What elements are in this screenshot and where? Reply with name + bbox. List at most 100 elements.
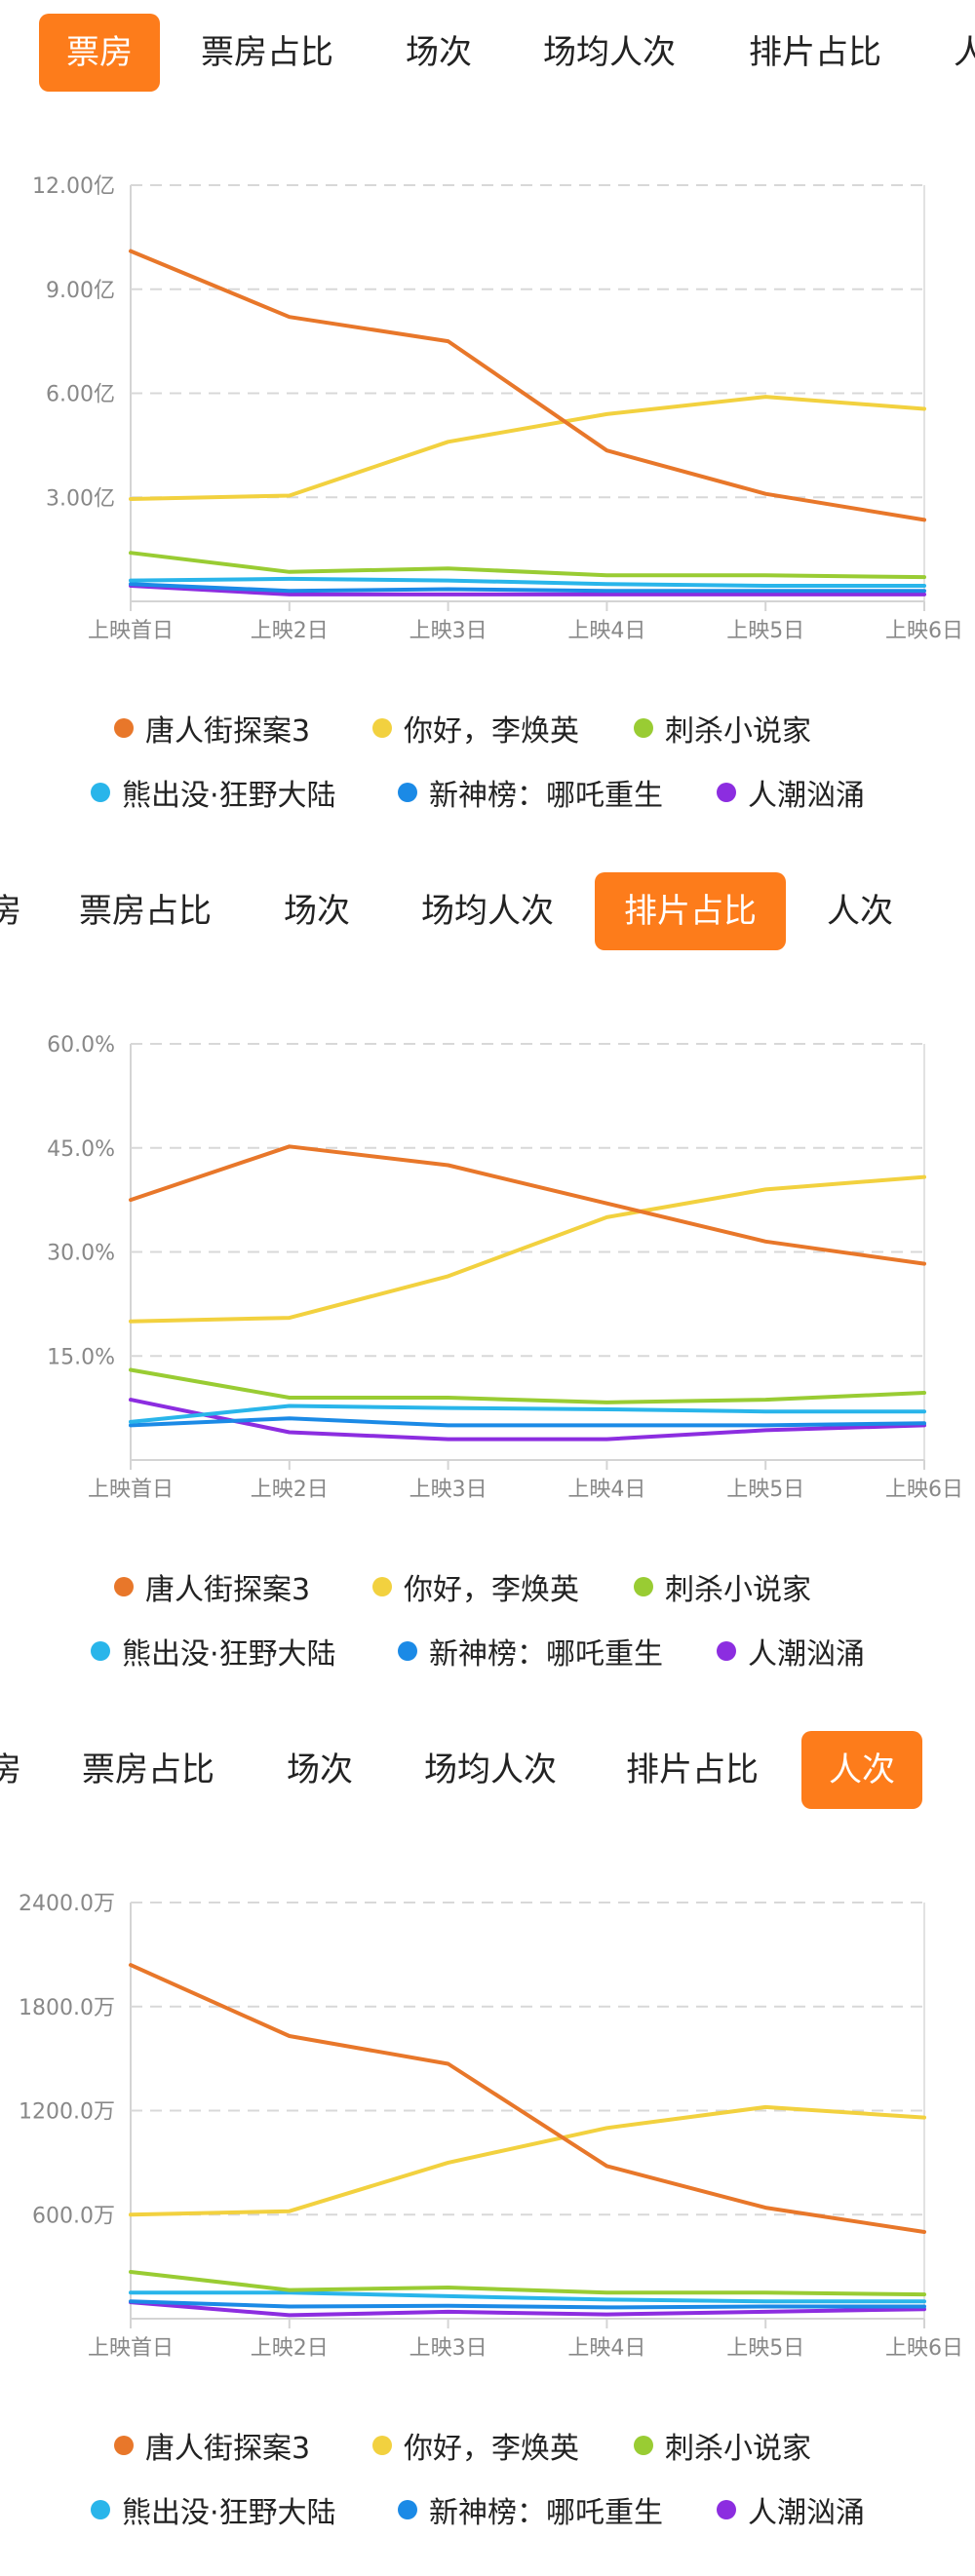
- tab-screenings[interactable]: 场次: [284, 892, 350, 931]
- legend-dot-icon: [634, 2436, 653, 2455]
- legend-label: 新神榜：哪吒重生: [429, 779, 663, 813]
- legend-item[interactable]: 人潮汹涌: [717, 768, 865, 817]
- tab-screenings[interactable]: 场次: [287, 1750, 353, 1789]
- tab-screening-share[interactable]: 排片占比: [595, 872, 786, 950]
- legend-dot-icon: [114, 1577, 134, 1596]
- x-tick-label: 上映3日: [410, 1478, 488, 1502]
- x-tick-label: 上映首日: [88, 619, 174, 643]
- series-line: [129, 1367, 926, 1404]
- legend-label: 你好，李焕英: [404, 1573, 579, 1607]
- series-line: [129, 576, 926, 588]
- chart-section-screening-share: 票房 票房占比 场次 场均人次 排片占比 人次 15.0% 30.0% 45.0% 6…: [0, 859, 975, 1717]
- tab-box-office[interactable]: 票房: [0, 1750, 21, 1789]
- tab-avg-attendance[interactable]: 场均人次: [424, 1750, 557, 1789]
- tab-box-office-share[interactable]: 票房占比: [79, 892, 212, 931]
- legend-item[interactable]: 人潮汹涌: [717, 2485, 865, 2534]
- series-line: [129, 1963, 926, 2234]
- series-line: [129, 2270, 926, 2297]
- legend-label: 人潮汹涌: [748, 2496, 865, 2530]
- series-line: [129, 1144, 926, 1266]
- x-tick-label: 上映6日: [885, 1478, 963, 1502]
- metric-tab-bar: 票房 票房占比 场次 场均人次 排片占比 人次: [0, 14, 975, 92]
- tab-screening-share[interactable]: 排片占比: [626, 1750, 759, 1789]
- legend-item[interactable]: 你好，李焕英: [372, 1562, 579, 1611]
- legend-dot-icon: [398, 1641, 417, 1661]
- series-line: [129, 395, 926, 501]
- series-line: [129, 2290, 926, 2304]
- legend-row: 唐人街探案3 你好，李焕英 刺杀小说家: [0, 1562, 975, 1611]
- tab-box-office[interactable]: 票房: [39, 14, 160, 92]
- legend-item[interactable]: 刺杀小说家: [634, 704, 811, 752]
- series-line: [129, 1174, 926, 1324]
- legend-item[interactable]: 熊出没·狂野大陆: [91, 2485, 336, 2534]
- chart-section-admissions: 票房 票房占比 场次 场均人次 排片占比 人次 600.0万 1200.0万 180…: [0, 1717, 975, 2576]
- x-tick-label: 上映5日: [726, 619, 804, 643]
- legend-label: 唐人街探案3: [145, 1573, 311, 1607]
- legend-item[interactable]: 你好，李焕英: [372, 2421, 579, 2470]
- legend-label: 熊出没·狂野大陆: [122, 2496, 336, 2530]
- legend-label: 熊出没·狂野大陆: [122, 1637, 336, 1672]
- metric-tab-bar: 票房 票房占比 场次 场均人次 排片占比 人次: [0, 1731, 975, 1809]
- legend-row: 熊出没·狂野大陆 新神榜：哪吒重生 人潮汹涌: [0, 1627, 975, 1675]
- legend-dot-icon: [398, 783, 417, 802]
- legend-label: 刺杀小说家: [665, 2432, 811, 2466]
- legend: 唐人街探案3 你好，李焕英 刺杀小说家熊出没·狂野大陆 新神榜：哪吒重生 人潮汹涌: [0, 704, 975, 840]
- series-line: [129, 249, 926, 522]
- legend-dot-icon: [114, 718, 134, 738]
- tab-avg-attendance[interactable]: 场均人次: [543, 33, 676, 72]
- series-line: [129, 1416, 926, 1428]
- tab-box-office[interactable]: 票房: [0, 892, 21, 931]
- legend-item[interactable]: 熊出没·狂野大陆: [91, 1627, 336, 1675]
- tab-admissions[interactable]: 人次: [801, 1731, 922, 1809]
- legend-dot-icon: [398, 2500, 417, 2519]
- series-line: [129, 2299, 926, 2310]
- tab-avg-attendance[interactable]: 场均人次: [421, 892, 554, 931]
- y-tick-label: 45.0%: [47, 1137, 115, 1162]
- legend-dot-icon: [91, 1641, 110, 1661]
- tab-admissions[interactable]: 人次: [954, 33, 975, 72]
- legend: 唐人街探案3 你好，李焕英 刺杀小说家熊出没·狂野大陆 新神榜：哪吒重生 人潮汹涌: [0, 2421, 975, 2557]
- legend-label: 唐人街探案3: [145, 2432, 311, 2466]
- legend-dot-icon: [91, 783, 110, 802]
- legend-item[interactable]: 新神榜：哪吒重生: [398, 2485, 663, 2534]
- tab-admissions[interactable]: 人次: [827, 892, 893, 931]
- y-tick-label: 3.00亿: [46, 486, 115, 511]
- legend-item[interactable]: 唐人街探案3: [114, 704, 310, 752]
- legend-row: 熊出没·狂野大陆 新神榜：哪吒重生 人潮汹涌: [0, 2485, 975, 2534]
- x-tick-label: 上映首日: [88, 1478, 174, 1502]
- tab-screening-share[interactable]: 排片占比: [749, 33, 881, 72]
- tab-box-office-share[interactable]: 票房占比: [201, 33, 333, 72]
- legend-item[interactable]: 刺杀小说家: [634, 2421, 811, 2470]
- legend-label: 唐人街探案3: [145, 714, 311, 749]
- y-tick-label: 1800.0万: [19, 1996, 115, 2020]
- x-tick-label: 上映4日: [567, 1478, 645, 1502]
- legend-dot-icon: [114, 2436, 134, 2455]
- legend-item[interactable]: 你好，李焕英: [372, 704, 579, 752]
- x-tick-label: 上映6日: [885, 619, 963, 643]
- legend-label: 人潮汹涌: [748, 779, 865, 813]
- y-tick-label: 15.0%: [47, 1345, 115, 1369]
- legend-item[interactable]: 新神榜：哪吒重生: [398, 768, 663, 817]
- y-tick-label: 9.00亿: [46, 279, 115, 303]
- x-tick-label: 上映2日: [251, 619, 329, 643]
- legend-item[interactable]: 唐人街探案3: [114, 1562, 310, 1611]
- legend-dot-icon: [91, 2500, 110, 2519]
- x-tick-label: 上映2日: [251, 2336, 329, 2361]
- series-line: [129, 584, 926, 596]
- chart-section-box-office: 票房 票房占比 场次 场均人次 排片占比 人次 3.00亿 6.00亿 9.00亿 1…: [0, 0, 975, 859]
- legend-item[interactable]: 人潮汹涌: [717, 1627, 865, 1675]
- y-tick-label: 12.00亿: [32, 174, 115, 199]
- y-tick-label: 2400.0万: [19, 1892, 115, 1916]
- x-tick-label: 上映2日: [251, 1478, 329, 1502]
- legend: 唐人街探案3 你好，李焕英 刺杀小说家熊出没·狂野大陆 新神榜：哪吒重生 人潮汹涌: [0, 1562, 975, 1699]
- legend-item[interactable]: 熊出没·狂野大陆: [91, 768, 336, 817]
- tab-screenings[interactable]: 场次: [406, 33, 472, 72]
- legend-item[interactable]: 唐人街探案3: [114, 2421, 310, 2470]
- legend-dot-icon: [717, 783, 736, 802]
- legend-item[interactable]: 刺杀小说家: [634, 1562, 811, 1611]
- legend-item[interactable]: 新神榜：哪吒重生: [398, 1627, 663, 1675]
- tab-box-office-share[interactable]: 票房占比: [82, 1750, 214, 1789]
- series-line: [129, 2300, 926, 2318]
